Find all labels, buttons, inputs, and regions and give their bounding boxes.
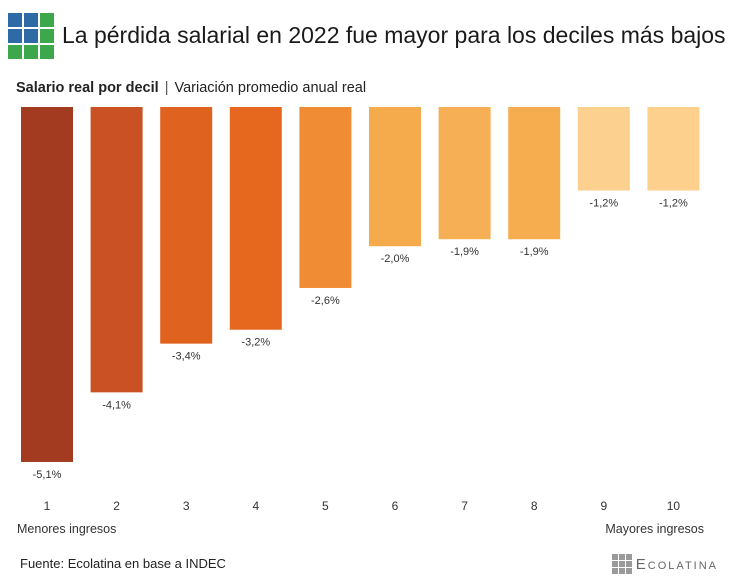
source-note: Fuente: Ecolatina en base a INDEC bbox=[20, 556, 226, 571]
x-extreme-left-label: Menores ingresos bbox=[17, 522, 117, 536]
data-label-decil-4: -3,2% bbox=[241, 337, 270, 349]
x-extreme-right-label: Mayores ingresos bbox=[605, 522, 704, 536]
bar-decil-9 bbox=[577, 107, 630, 191]
bar-decil-7 bbox=[438, 107, 491, 240]
data-label-decil-5: -2,6% bbox=[311, 295, 340, 307]
bar-decil-5 bbox=[299, 107, 352, 288]
tick-label-decil-2: 2 bbox=[113, 499, 120, 513]
brand-grid-icon bbox=[611, 554, 632, 574]
logo-square bbox=[8, 29, 22, 43]
data-label-decil-6: -2,0% bbox=[381, 253, 410, 265]
brand-name: Ecolatina bbox=[635, 555, 718, 573]
bar-decil-2 bbox=[90, 107, 143, 393]
bar-decil-4 bbox=[229, 107, 282, 330]
bar-decil-3 bbox=[160, 107, 213, 344]
tick-label-decil-1: 1 bbox=[44, 499, 51, 513]
subtitle-separator: | bbox=[164, 80, 169, 96]
bar-decil-6 bbox=[369, 107, 421, 247]
data-label-decil-2: -4,1% bbox=[102, 399, 131, 411]
data-label-decil-3: -3,4% bbox=[172, 351, 201, 363]
bar-decil-1 bbox=[21, 107, 73, 462]
logo-square bbox=[8, 45, 22, 59]
bar-decil-10 bbox=[647, 107, 700, 191]
bar-decil-8 bbox=[508, 107, 561, 240]
tick-label-decil-3: 3 bbox=[183, 499, 190, 513]
tick-label-decil-9: 9 bbox=[600, 499, 607, 513]
subtitle-main: Salario real por decil bbox=[16, 80, 159, 96]
subtitle-detail: Variación promedio anual real bbox=[174, 80, 367, 96]
logo-square bbox=[40, 13, 54, 27]
logo-square bbox=[24, 13, 38, 27]
tick-label-decil-5: 5 bbox=[322, 499, 329, 513]
logo-square bbox=[24, 29, 38, 43]
tick-label-decil-8: 8 bbox=[531, 499, 538, 513]
tick-label-decil-6: 6 bbox=[392, 499, 399, 513]
data-label-decil-10: -1,2% bbox=[659, 198, 688, 210]
bar-chart: -5,1% 1 -4,1% 2 -3,4% 3 -3,2% 4 -2,6% 5 -2,0% 6 -1,9… bbox=[21, 107, 700, 513]
data-label-decil-8: -1,9% bbox=[520, 246, 549, 258]
logo-square bbox=[24, 45, 38, 59]
logo-square bbox=[40, 29, 54, 43]
logo-square bbox=[40, 45, 54, 59]
chart-title: La pérdida salarial en 2022 fue mayor pa… bbox=[62, 22, 726, 48]
tick-label-decil-7: 7 bbox=[461, 499, 468, 513]
logo-square bbox=[8, 13, 22, 27]
chart-subtitle: Salario real por decil | Variación prome… bbox=[16, 80, 366, 96]
ecolatina-logo-icon bbox=[8, 13, 54, 59]
tick-label-decil-10: 10 bbox=[667, 499, 681, 513]
tick-label-decil-4: 4 bbox=[252, 499, 259, 513]
data-label-decil-9: -1,2% bbox=[589, 198, 618, 210]
data-label-decil-1: -5,1% bbox=[33, 469, 62, 481]
data-label-decil-7: -1,9% bbox=[450, 246, 479, 258]
brand-mark: Ecolatina bbox=[611, 553, 718, 575]
